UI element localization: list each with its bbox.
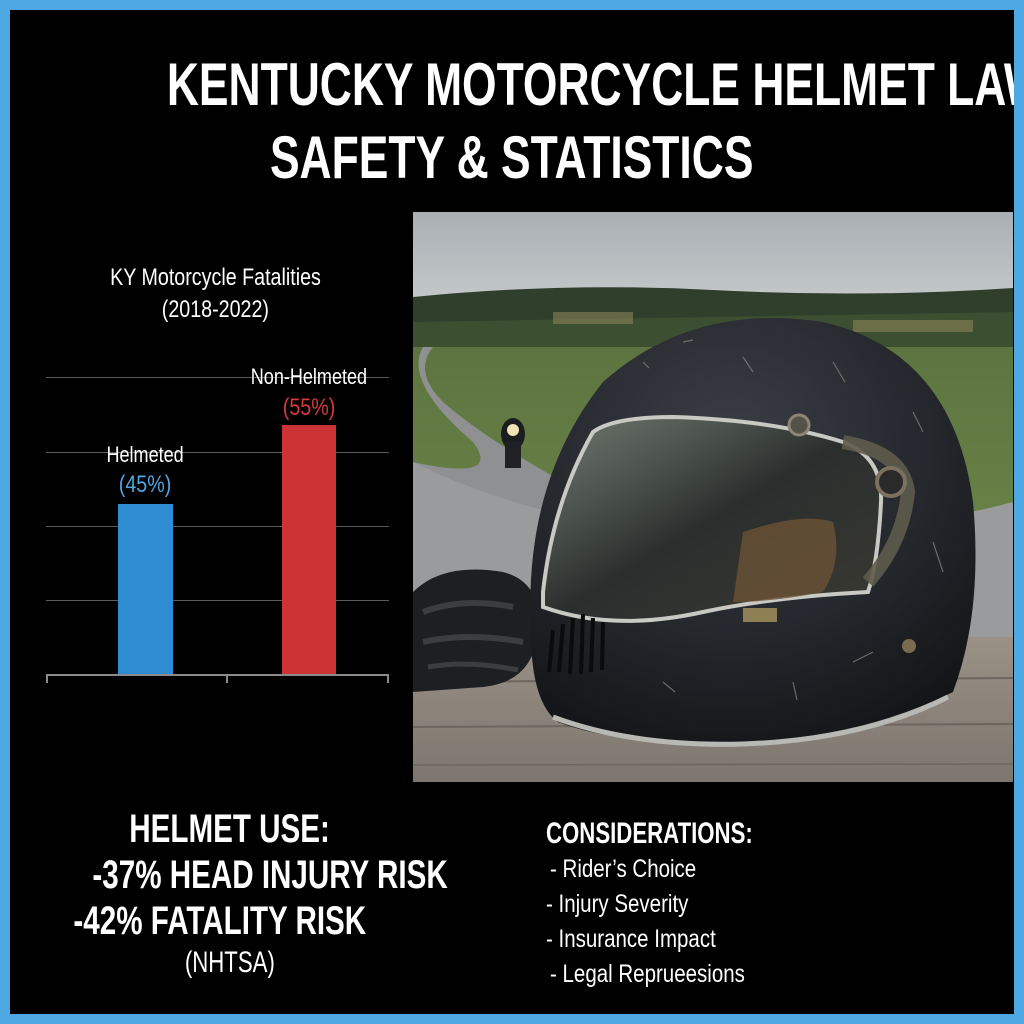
chart-title-line-2: (2018-2022) xyxy=(10,295,420,325)
bar-label-text: Non-Helmeted xyxy=(250,364,368,389)
helmet-use-heading: HELMET USE: xyxy=(30,808,430,850)
chart-title-line-1: KY Motorcycle Fatalities xyxy=(10,263,420,293)
bar-value-text: (45%) xyxy=(118,471,172,498)
considerations-item: - Rider’s Choice xyxy=(546,852,825,887)
considerations-heading: CONSIDERATIONS: xyxy=(546,816,825,852)
bar-label-helmeted: Helmeted xyxy=(55,442,235,468)
source-text: (NHTSA) xyxy=(184,946,276,979)
x-axis xyxy=(46,674,389,676)
title-text-2: SAFETY & STATISTICS xyxy=(270,124,754,191)
considerations-item: - Injury Severity xyxy=(546,887,825,922)
gridline xyxy=(46,452,389,453)
bar-value-non-helmeted: (55%) xyxy=(219,394,399,422)
fatality-stat: -42% FATALITY RISK xyxy=(20,898,420,944)
chart-subtitle-text: (2018-2022) xyxy=(161,296,269,323)
stats-source: (NHTSA) xyxy=(30,946,430,980)
considerations-item: - Legal Reprueesions xyxy=(546,957,825,992)
page-title-line-1: KENTUCKY MOTORCYCLE HELMET LAW: xyxy=(10,50,1014,120)
axis-tick xyxy=(387,674,389,683)
title-text-1: KENTUCKY MOTORCYCLE HELMET LAW: xyxy=(166,51,1014,118)
item-text: - Injury Severity xyxy=(546,890,689,918)
considerations-heading-text: CONSIDERATIONS: xyxy=(546,817,753,850)
stats-line-2: -42% FATALITY RISK xyxy=(73,899,367,943)
item-text: - Rider’s Choice xyxy=(550,855,697,883)
gridline xyxy=(46,526,389,527)
item-text: - Insurance Impact xyxy=(546,925,716,953)
bar-helmeted xyxy=(118,504,173,674)
head-injury-stat: -37% HEAD INJURY RISK xyxy=(30,852,447,898)
stats-line-1: -37% HEAD INJURY RISK xyxy=(92,853,448,897)
stats-heading-text: HELMET USE: xyxy=(129,807,331,851)
chart-title-text: KY Motorcycle Fatalities xyxy=(109,264,321,291)
bar-label-text: Helmeted xyxy=(106,442,184,467)
bar-non-helmeted xyxy=(282,425,336,674)
gridline xyxy=(46,377,389,378)
item-text: - Legal Reprueesions xyxy=(550,960,745,988)
axis-tick xyxy=(46,674,48,683)
bar-label-non-helmeted: Non-Helmeted xyxy=(219,364,399,390)
considerations-list: CONSIDERATIONS: - Rider’s Choice - Injur… xyxy=(546,816,825,992)
helmet-photo-illustration xyxy=(413,212,1013,782)
page-title-line-2: SAFETY & STATISTICS xyxy=(10,123,1014,193)
bar-value-text: (55%) xyxy=(282,394,336,421)
infographic-frame: KENTUCKY MOTORCYCLE HELMET LAW: SAFETY &… xyxy=(10,10,1014,1014)
helmet-photo xyxy=(413,212,1013,782)
gridline xyxy=(46,600,389,601)
axis-tick xyxy=(226,674,228,683)
considerations-item: - Insurance Impact xyxy=(546,922,825,957)
bar-value-helmeted: (45%) xyxy=(55,471,235,499)
